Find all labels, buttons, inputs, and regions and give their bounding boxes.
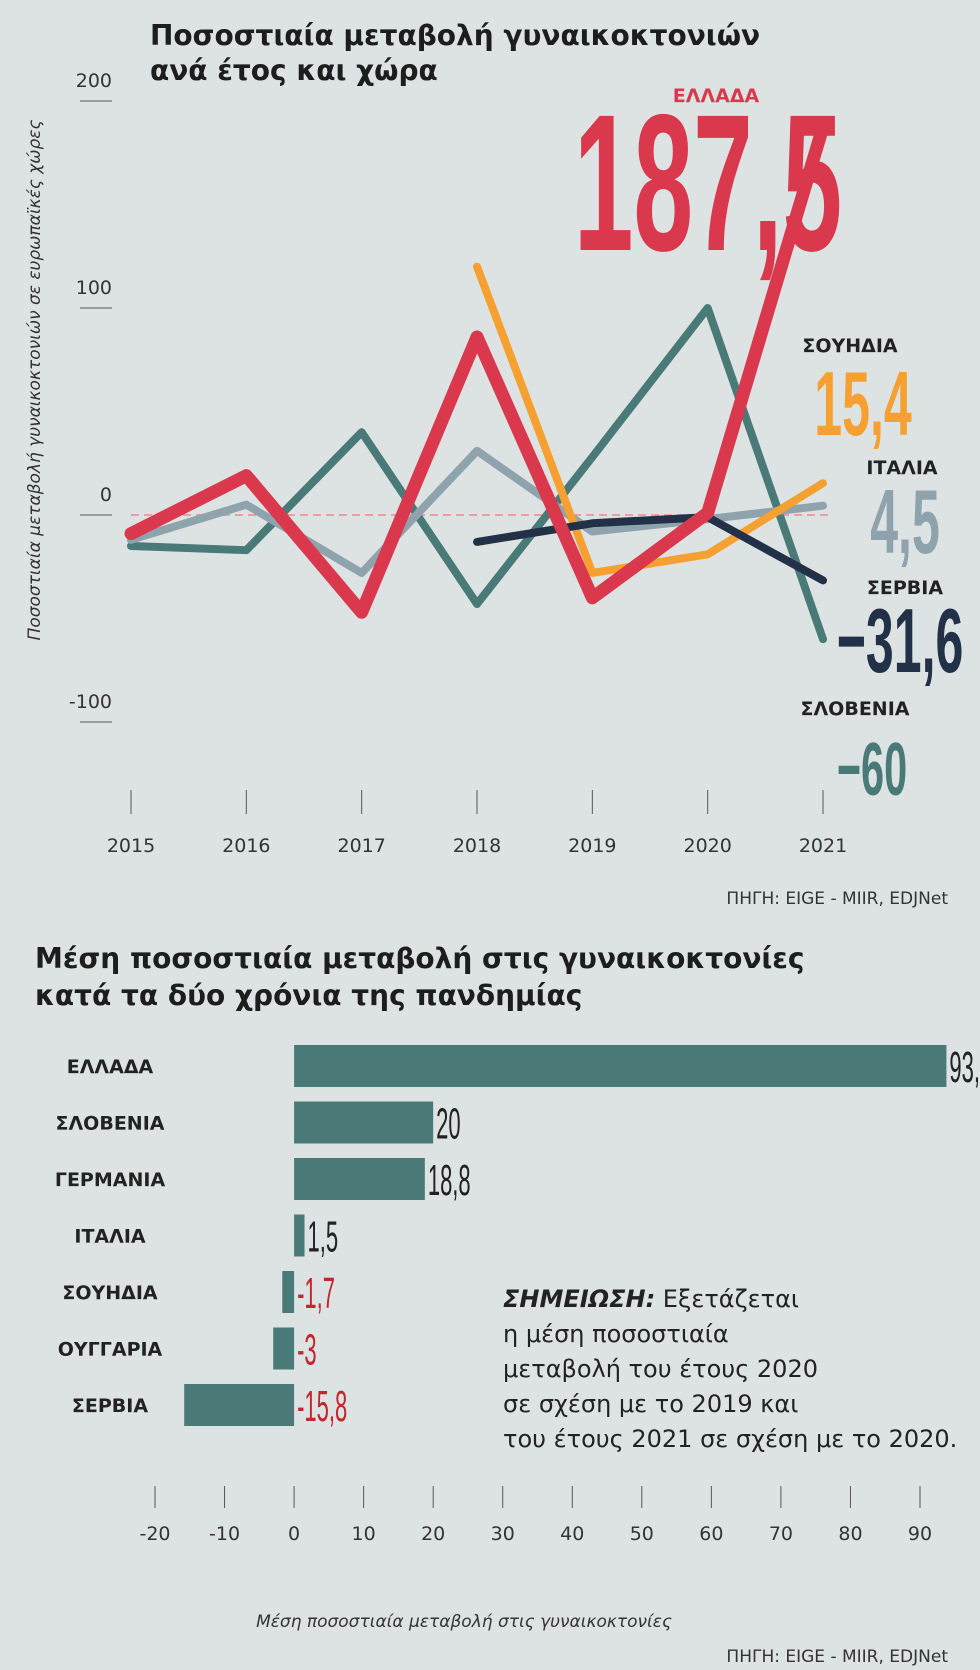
bar-value-label: 93,8: [949, 1044, 980, 1092]
y-tick-label: 100: [76, 277, 112, 299]
x-axis-title: Μέση ποσοστιαία μεταβολή στις γυναικοκτο…: [256, 1612, 672, 1632]
x-tick-label: 2019: [568, 835, 616, 857]
end-value-label: 187,5: [574, 75, 842, 292]
note-label: ΣΗΜΕΙΩΣΗ:: [503, 1285, 655, 1313]
line-title: Ποσοστιαία μεταβολή γυναικοκτονιών: [150, 19, 760, 52]
bar-value-label: 18,8: [428, 1157, 471, 1205]
bar: [184, 1384, 295, 1426]
series-name: ΣΕΡΒΙΑ: [867, 577, 943, 599]
note: ΣΗΜΕΙΩΣΗ: Εξετάζεται η μέση ποσοστιαία μετ…: [503, 1285, 957, 1453]
y-tick-label: -100: [69, 691, 112, 713]
x-tick-label: 50: [630, 1523, 654, 1545]
x-tick-label: 2020: [683, 835, 731, 857]
note-line: η μέση ποσοστιαία: [503, 1320, 729, 1348]
x-tick-label: 2021: [799, 835, 847, 857]
category-label: ΣΛΟΒΕΝΙΑ: [56, 1113, 165, 1135]
line-title: ανά έτος και χώρα: [150, 54, 438, 87]
source: ΠΗΓΗ: EIGE - MIIR, EDJNet: [726, 1647, 948, 1667]
series-name: ΣΛΟΒΕΝΙΑ: [801, 698, 910, 720]
series-name: ΙΤΑΛΙΑ: [866, 457, 938, 479]
x-tick-label: 40: [560, 1523, 584, 1545]
bar-value-label: -3: [297, 1327, 317, 1375]
x-tick-label: 30: [491, 1523, 515, 1545]
category-label: ΕΛΛΑΔΑ: [67, 1056, 154, 1078]
series-line: [473, 262, 827, 577]
x-tick-label: 10: [352, 1523, 376, 1545]
bar-value-label: -15,8: [297, 1383, 347, 1431]
x-tick-label: -20: [139, 1523, 170, 1545]
bar: [294, 1158, 425, 1200]
note-line: Εξετάζεται: [655, 1285, 799, 1313]
x-tick-label: 80: [838, 1523, 862, 1545]
category-label: ΙΤΑΛΙΑ: [74, 1226, 146, 1248]
series-line: [127, 304, 827, 644]
bar-title: κατά τα δύο χρόνια της πανδημίας: [35, 979, 582, 1012]
bar: [294, 1045, 947, 1087]
bar: [294, 1214, 305, 1257]
end-value-label: −60: [837, 727, 907, 811]
end-value-label: 4,5: [870, 471, 940, 573]
series-name: ΕΛΛΑΔΑ: [673, 85, 760, 107]
bar-value-label: 1,5: [308, 1214, 339, 1262]
y-tick-label: 200: [76, 70, 112, 92]
series-name: ΣΟΥΗΔΙΑ: [802, 335, 898, 357]
bar-title: Μέση ποσοστιαία μεταβολή στις γυναικοκτο…: [35, 942, 804, 975]
x-tick-label: 2018: [453, 835, 501, 857]
x-tick-label: 2015: [107, 835, 155, 857]
y-tick-label: 0: [100, 484, 112, 506]
series-line: [124, 120, 830, 619]
bar: [294, 1101, 434, 1144]
x-tick-label: 60: [699, 1523, 723, 1545]
x-tick-label: 0: [288, 1523, 300, 1545]
x-tick-label: 70: [769, 1523, 793, 1545]
x-tick-label: 20: [421, 1523, 445, 1545]
series-line: [473, 513, 827, 585]
end-value-label: 15,4: [814, 353, 912, 455]
x-tick-label: 2016: [222, 835, 270, 857]
bar-value-label: 20: [436, 1101, 460, 1149]
x-tick-label: 90: [908, 1523, 932, 1545]
bar: [273, 1327, 295, 1370]
bar-value-label: -1,7: [297, 1270, 335, 1318]
category-label: ΣΕΡΒΙΑ: [72, 1395, 148, 1417]
source: ΠΗΓΗ: EIGE - MIIR, EDJNet: [726, 889, 948, 909]
note-line: μεταβολή του έτους 2020: [503, 1355, 818, 1383]
end-value-label: −31,6: [837, 590, 964, 692]
bar: [282, 1271, 295, 1313]
x-tick-label: 2017: [337, 835, 385, 857]
y-axis-title: Ποσοστιαία μεταβολή γυναικοκτονιών σε ευ…: [25, 120, 45, 641]
category-label: ΣΟΥΗΔΙΑ: [62, 1282, 158, 1304]
category-label: ΟΥΓΓΑΡΙΑ: [58, 1339, 163, 1361]
x-tick-label: -10: [209, 1523, 240, 1545]
note-line: σε σχέση με το 2019 και: [503, 1390, 798, 1418]
category-label: ΓΕΡΜΑΝΙΑ: [55, 1169, 166, 1191]
note-line: του έτους 2021 σε σχέση με το 2020.: [503, 1425, 957, 1453]
